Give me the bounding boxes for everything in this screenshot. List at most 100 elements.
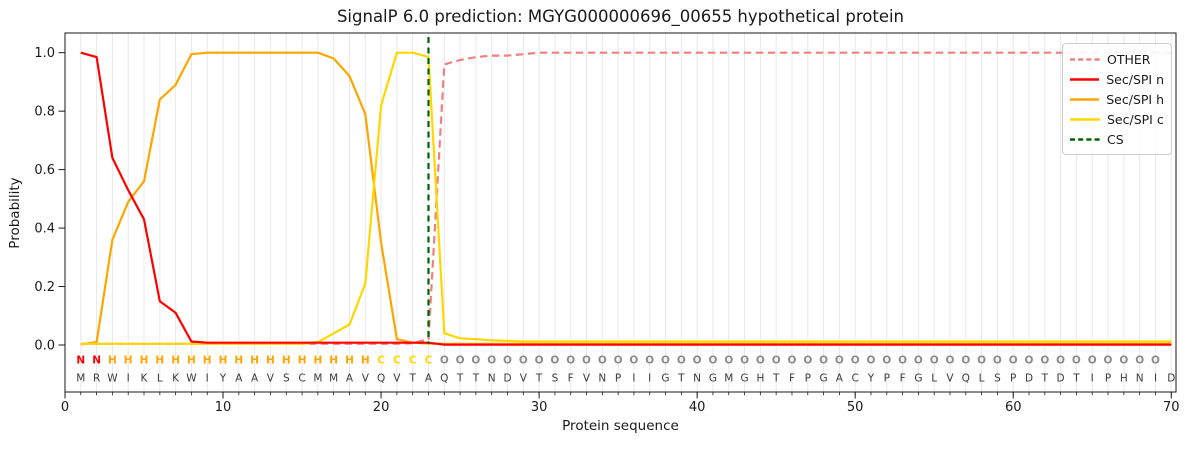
legend-line-sample [1070, 137, 1100, 141]
y-tick-label: 1.0 [34, 46, 55, 61]
region-label: O [756, 355, 765, 367]
sequence-letter: A [346, 373, 354, 385]
sequence-letter: M [313, 373, 322, 385]
series-sec-spi-h [80, 51, 1172, 346]
region-label: H [314, 355, 323, 367]
region-label: H [140, 355, 149, 367]
sequence-letter: C [852, 373, 859, 385]
sequence-letter: T [472, 373, 480, 385]
region-label: O [535, 355, 544, 367]
region-label: O [629, 355, 638, 367]
region-label: O [693, 355, 702, 367]
region-label: H [329, 355, 338, 367]
sequence-letter: W [186, 373, 197, 385]
sequence-letter: I [1091, 373, 1094, 385]
sequence-letter: P [884, 373, 890, 385]
legend-label: Sec/SPI h [1106, 91, 1164, 107]
gridlines [80, 33, 1172, 392]
sequence-letter: T [677, 373, 685, 385]
sequence-letter: V [946, 373, 954, 385]
legend-item-other: OTHER [1070, 49, 1164, 69]
y-tick-label: 0.6 [34, 163, 55, 178]
sequence-letter: V [520, 373, 528, 385]
sequence-letter: K [141, 373, 149, 385]
sequence-letter: R [93, 373, 100, 385]
region-label: O [1104, 355, 1113, 367]
sequence-letter: Y [867, 373, 875, 385]
legend-line-sample [1070, 77, 1100, 81]
sequence-letter: D [1025, 373, 1033, 385]
region-label: O [819, 355, 828, 367]
x-tick-label: 40 [689, 400, 706, 415]
region-label: O [1119, 355, 1128, 367]
legend-item-sec-spi-h: Sec/SPI h [1070, 89, 1164, 109]
sequence-letter: F [568, 373, 574, 385]
sequence-letter: A [425, 373, 433, 385]
legend: OTHER Sec/SPI n Sec/SPI h Sec/SPI c CS [1062, 43, 1172, 155]
region-label: O [961, 355, 970, 367]
region-label: O [645, 355, 654, 367]
region-label: H [282, 355, 291, 367]
series-sec-spi-c [80, 51, 1172, 345]
sequence-letter: I [632, 373, 635, 385]
sequence-letter: N [693, 373, 701, 385]
sequence-letter: N [488, 373, 496, 385]
sequence-letter: D [503, 373, 511, 385]
sequence-letter: A [235, 373, 243, 385]
sequence-letter: Q [440, 373, 448, 385]
legend-label: Sec/SPI n [1106, 71, 1164, 87]
sequence-letter: P [615, 373, 621, 385]
sequence-letter: L [157, 373, 163, 385]
sequence-letter: A [251, 373, 259, 385]
sequence-letter: P [805, 373, 811, 385]
sequence-letter: S [994, 373, 1001, 385]
region-label: O [503, 355, 512, 367]
legend-line-sample [1070, 117, 1100, 121]
region-label: O [582, 355, 591, 367]
sequence-letter: T [456, 373, 464, 385]
region-label: O [724, 355, 733, 367]
legend-label: Sec/SPI c [1107, 111, 1164, 127]
series-sec-spi-n [80, 51, 1172, 346]
region-label: O [709, 355, 718, 367]
sequence-letter: L [979, 373, 985, 385]
sequence-letter: V [393, 373, 401, 385]
sequence-letter: G [914, 373, 922, 385]
region-label: O [1135, 355, 1144, 367]
sequence-letter: G [820, 373, 828, 385]
x-tick-label: 30 [531, 400, 548, 415]
region-label: C [393, 355, 401, 367]
sequence-letter: I [127, 373, 130, 385]
region-label: H [171, 355, 180, 367]
y-tick-label: 0.0 [34, 339, 55, 354]
region-label: O [614, 355, 623, 367]
region-label: O [471, 355, 480, 367]
sequence-letter: M [76, 373, 85, 385]
sequence-letter: W [107, 373, 118, 385]
region-label: O [1072, 355, 1081, 367]
y-tick-label: 0.8 [34, 105, 55, 120]
sequence-letter: I [206, 373, 209, 385]
sequence-letter: T [535, 373, 543, 385]
region-label: O [550, 355, 559, 367]
legend-line-sample [1070, 57, 1100, 61]
sequence-letter: H [756, 373, 764, 385]
region-label: H [266, 355, 275, 367]
legend-label: CS [1107, 131, 1124, 147]
region-label: O [851, 355, 860, 367]
tick-labels: 0 10 20 30 40 50 60 70 0.0 0.2 0.4 0.6 0.8 1.0 [34, 46, 1179, 415]
region-label: O [993, 355, 1002, 367]
sequence-letter: N [598, 373, 606, 385]
region-label: O [772, 355, 781, 367]
sequence-letter: H [1120, 373, 1128, 385]
sequence-letter: F [789, 373, 795, 385]
sequence-letter: G [709, 373, 717, 385]
legend-item-cs: CS [1070, 129, 1164, 149]
region-label: O [1151, 355, 1160, 367]
region-label: C [425, 355, 433, 367]
sequence-letter: S [552, 373, 559, 385]
region-label: O [1025, 355, 1034, 367]
